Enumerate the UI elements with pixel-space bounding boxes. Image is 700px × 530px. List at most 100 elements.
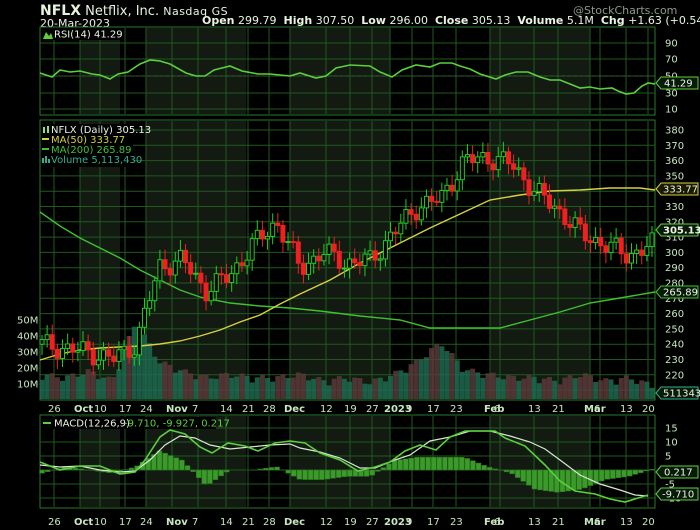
rsi-legend: RSI(14) 41.29 xyxy=(41,28,123,41)
svg-text:28: 28 xyxy=(263,517,276,528)
svg-text:17: 17 xyxy=(119,517,132,528)
svg-text:Dec: Dec xyxy=(284,404,305,415)
svg-text:90: 90 xyxy=(665,39,678,50)
svg-text:10: 10 xyxy=(665,438,678,449)
svg-text:10M: 10M xyxy=(17,380,38,391)
svg-text:27: 27 xyxy=(366,404,379,415)
svg-text:320: 320 xyxy=(665,217,684,228)
svg-text:Oct: Oct xyxy=(74,517,93,528)
svg-text:24: 24 xyxy=(140,517,153,528)
svg-text:14: 14 xyxy=(220,517,233,528)
svg-text:Dec: Dec xyxy=(284,517,305,528)
open-value: 299.79 xyxy=(238,14,277,27)
svg-text:MA(50) 333.77: MA(50) 333.77 xyxy=(51,135,125,146)
ticker-symbol: NFLX xyxy=(40,3,81,19)
ma50-tag: 333.77 xyxy=(655,182,699,196)
svg-text:70: 70 xyxy=(665,55,678,66)
exchange-name: Nasdaq GS xyxy=(163,5,229,18)
svg-text:17: 17 xyxy=(119,404,132,415)
svg-text:290: 290 xyxy=(665,263,684,274)
ticker-title: NFLX Netflix, Inc. Nasdaq GS xyxy=(40,3,228,19)
volume-value: 5.1M xyxy=(566,14,594,27)
svg-text:10: 10 xyxy=(665,105,678,116)
svg-text:13: 13 xyxy=(528,404,541,415)
svg-text:9: 9 xyxy=(406,517,412,528)
svg-text:MACD(12,26,9): MACD(12,26,9) xyxy=(54,419,130,430)
macd-panel: MACD(12,26,9) -9.710, -9.927, 0.217 15 10… xyxy=(39,414,699,509)
svg-text:17: 17 xyxy=(427,404,440,415)
svg-text:21: 21 xyxy=(242,517,255,528)
svg-text:21: 21 xyxy=(552,517,565,528)
svg-text:6: 6 xyxy=(594,404,600,415)
svg-text:265.89: 265.89 xyxy=(663,288,698,299)
svg-text:RSI(14) 41.29: RSI(14) 41.29 xyxy=(54,30,123,41)
svg-text:-5: -5 xyxy=(665,480,675,491)
svg-text:NFLX (Daily) 305.13: NFLX (Daily) 305.13 xyxy=(51,125,151,136)
ma200-legend-icon xyxy=(42,148,49,150)
svg-text:20: 20 xyxy=(642,404,655,415)
svg-text:26: 26 xyxy=(48,517,61,528)
watermark: @StockCharts.com xyxy=(573,4,678,17)
volume-tag: 5113430 xyxy=(655,386,700,400)
svg-text:Mar: Mar xyxy=(584,404,606,415)
svg-text:28: 28 xyxy=(263,404,276,415)
svg-text:30: 30 xyxy=(665,89,678,100)
svg-text:13: 13 xyxy=(620,404,633,415)
svg-text:Volume 5,113,430: Volume 5,113,430 xyxy=(51,155,142,166)
svg-text:12: 12 xyxy=(320,517,333,528)
svg-text:Nov: Nov xyxy=(166,404,188,415)
svg-text:19: 19 xyxy=(344,404,357,415)
svg-text:12: 12 xyxy=(320,404,333,415)
high-value: 307.50 xyxy=(315,14,355,27)
price-panel: NFLX (Daily) 305.13 MA(50) 333.77 MA(200… xyxy=(17,119,700,401)
svg-text:27: 27 xyxy=(366,517,379,528)
rsi-value-tag: 41.29 xyxy=(655,76,699,90)
candlestick-icon xyxy=(43,126,49,133)
svg-text:40M: 40M xyxy=(17,332,38,343)
macd-hist-tag: 0.217 xyxy=(655,465,699,479)
ma200-tag: 265.89 xyxy=(655,285,699,299)
svg-text:10: 10 xyxy=(94,404,107,415)
svg-text:13: 13 xyxy=(528,517,541,528)
svg-text:330: 330 xyxy=(665,202,684,213)
svg-text:230: 230 xyxy=(665,355,684,366)
svg-text:360: 360 xyxy=(665,156,684,167)
svg-text:MA(200) 265.89: MA(200) 265.89 xyxy=(51,145,132,156)
svg-text:310: 310 xyxy=(665,233,684,244)
low-value: 296.00 xyxy=(389,14,428,27)
svg-text:19: 19 xyxy=(344,517,357,528)
svg-text:Nov: Nov xyxy=(166,517,188,528)
rsi-legend-icon xyxy=(43,32,53,39)
svg-text:21: 21 xyxy=(242,404,255,415)
svg-text:17: 17 xyxy=(427,517,440,528)
ma50-legend-icon xyxy=(42,138,49,140)
svg-text:2023: 2023 xyxy=(384,404,412,415)
svg-text:240: 240 xyxy=(665,340,684,351)
svg-text:280: 280 xyxy=(665,279,684,290)
svg-text:370: 370 xyxy=(665,141,684,152)
svg-text:220: 220 xyxy=(665,370,684,381)
svg-text:305.13: 305.13 xyxy=(663,226,700,237)
svg-text:20M: 20M xyxy=(17,364,38,375)
svg-text:2023: 2023 xyxy=(384,517,412,528)
macd-legend-icon xyxy=(43,422,51,424)
svg-text:6: 6 xyxy=(494,517,500,528)
svg-text:Feb: Feb xyxy=(484,404,504,415)
volume-legend-icon xyxy=(42,156,50,163)
svg-text:26: 26 xyxy=(48,404,61,415)
svg-text:14: 14 xyxy=(220,404,233,415)
svg-text:50M: 50M xyxy=(17,316,38,327)
svg-text:300: 300 xyxy=(665,248,684,259)
close-value: 305.13 xyxy=(471,14,511,27)
price-legend: NFLX (Daily) 305.13 MA(50) 333.77 MA(200… xyxy=(41,124,151,167)
svg-text:250: 250 xyxy=(665,324,684,335)
svg-text:Feb: Feb xyxy=(484,517,504,528)
svg-text:23: 23 xyxy=(450,517,463,528)
svg-text:Mar: Mar xyxy=(584,517,606,528)
svg-text:24: 24 xyxy=(140,404,153,415)
svg-text:7: 7 xyxy=(192,404,198,415)
svg-text:21: 21 xyxy=(552,404,565,415)
svg-text:9: 9 xyxy=(406,404,412,415)
